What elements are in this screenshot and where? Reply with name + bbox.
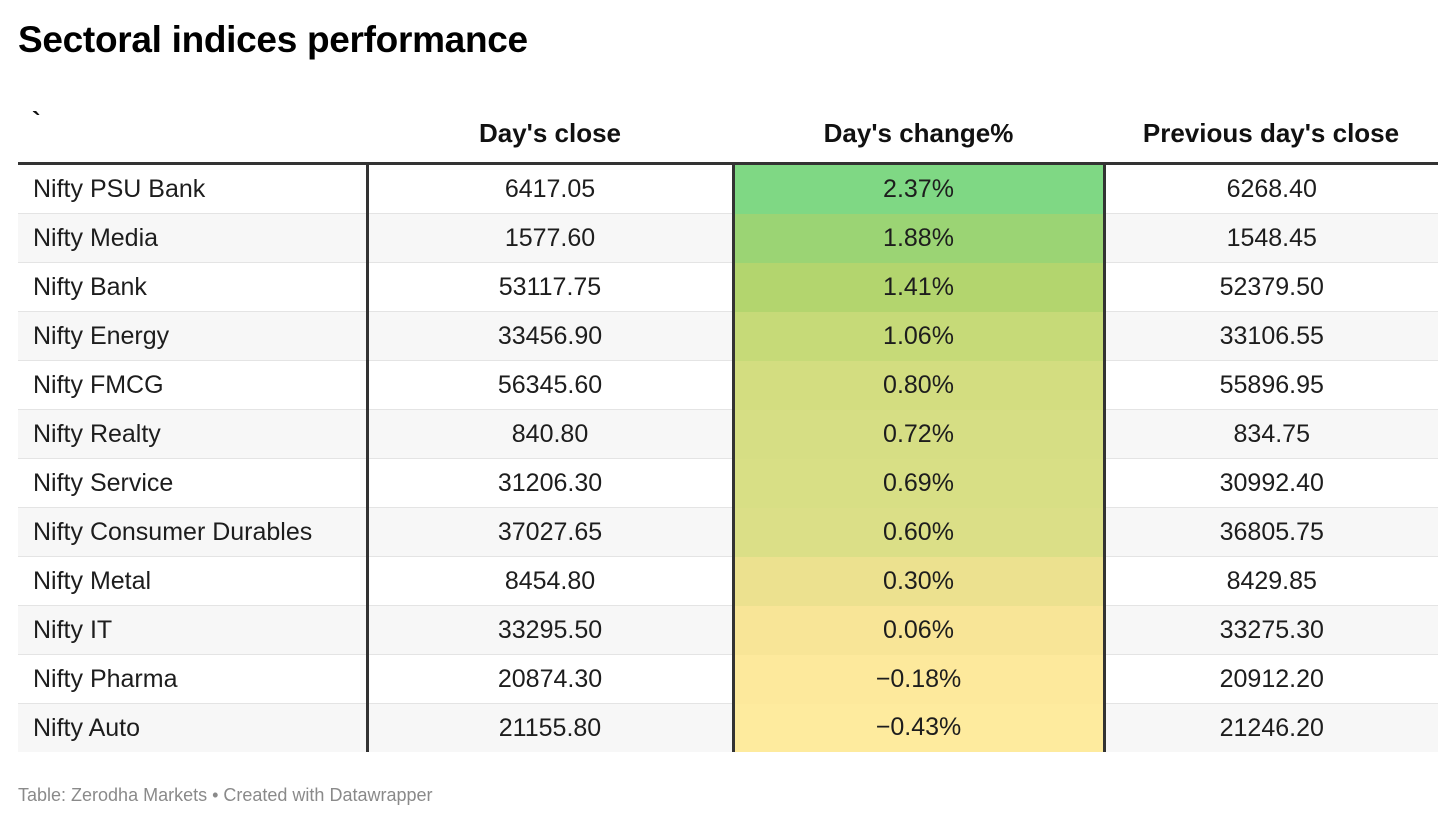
cell-prev-close: 33275.30 xyxy=(1104,605,1438,655)
cell-index-name: Nifty Pharma xyxy=(18,654,369,704)
cell-days-change: 0.72% xyxy=(733,409,1106,459)
table-row: Nifty FMCG 56345.60 0.80% 55896.95 xyxy=(18,360,1438,410)
cell-prev-close: 20912.20 xyxy=(1104,654,1438,704)
table-row: Nifty Pharma 20874.30 −0.18% 20912.20 xyxy=(18,654,1438,704)
cell-days-close: 8454.80 xyxy=(367,556,735,606)
cell-prev-close: 55896.95 xyxy=(1104,360,1438,410)
table-row: Nifty Service 31206.30 0.69% 30992.40 xyxy=(18,458,1438,508)
cell-prev-close: 30992.40 xyxy=(1104,458,1438,508)
cell-days-close: 56345.60 xyxy=(367,360,735,410)
cell-days-change: 2.37% xyxy=(733,163,1106,214)
table-row: Nifty Energy 33456.90 1.06% 33106.55 xyxy=(18,311,1438,361)
cell-index-name: Nifty FMCG xyxy=(18,360,369,410)
column-header-change[interactable]: Day's change% xyxy=(733,104,1104,165)
cell-prev-close: 834.75 xyxy=(1104,409,1438,459)
cell-days-close: 37027.65 xyxy=(367,507,735,557)
cell-days-close: 1577.60 xyxy=(367,213,735,263)
table-row: Nifty Metal 8454.80 0.30% 8429.85 xyxy=(18,556,1438,606)
cell-days-change: −0.18% xyxy=(733,654,1106,704)
cell-index-name: Nifty Media xyxy=(18,213,369,263)
table-row: Nifty PSU Bank 6417.05 2.37% 6268.40 xyxy=(18,163,1438,214)
table-body: Nifty PSU Bank 6417.05 2.37% 6268.40 Nifty M… xyxy=(18,163,1438,752)
cell-index-name: Nifty Consumer Durables xyxy=(18,507,369,557)
cell-days-close: 6417.05 xyxy=(367,163,735,214)
table-row: Nifty Realty 840.80 0.72% 834.75 xyxy=(18,409,1438,459)
table-row: Nifty Media 1577.60 1.88% 1548.45 xyxy=(18,213,1438,263)
cell-days-close: 33456.90 xyxy=(367,311,735,361)
cell-days-change: 0.06% xyxy=(733,605,1106,655)
cell-index-name: Nifty Realty xyxy=(18,409,369,459)
cell-days-close: 31206.30 xyxy=(367,458,735,508)
cell-index-name: Nifty Service xyxy=(18,458,369,508)
cell-prev-close: 36805.75 xyxy=(1104,507,1438,557)
cell-prev-close: 21246.20 xyxy=(1104,703,1438,752)
table-row: Nifty Bank 53117.75 1.41% 52379.50 xyxy=(18,262,1438,312)
cell-index-name: Nifty IT xyxy=(18,605,369,655)
table-row: Nifty IT 33295.50 0.06% 33275.30 xyxy=(18,605,1438,655)
cell-prev-close: 6268.40 xyxy=(1104,163,1438,214)
cell-days-close: 21155.80 xyxy=(367,703,735,752)
column-header-close[interactable]: Day's close xyxy=(367,104,733,165)
cell-days-change: 1.88% xyxy=(733,213,1106,263)
cell-days-close: 53117.75 xyxy=(367,262,735,312)
column-header-name[interactable]: ` xyxy=(18,104,367,165)
cell-days-close: 840.80 xyxy=(367,409,735,459)
cell-days-change: −0.43% xyxy=(733,703,1106,752)
table-row: Nifty Auto 21155.80 −0.43% 21246.20 xyxy=(18,703,1438,752)
cell-prev-close: 1548.45 xyxy=(1104,213,1438,263)
table-row: Nifty Consumer Durables 37027.65 0.60% 3680… xyxy=(18,507,1438,557)
cell-days-close: 33295.50 xyxy=(367,605,735,655)
cell-days-change: 0.60% xyxy=(733,507,1106,557)
cell-index-name: Nifty PSU Bank xyxy=(18,163,369,214)
sector-table: ` Day's close Day's change% Previous day… xyxy=(18,104,1438,752)
page-title: Sectoral indices performance xyxy=(18,19,528,60)
source-footer: Table: Zerodha Markets • Created with Da… xyxy=(18,785,433,805)
cell-prev-close: 33106.55 xyxy=(1104,311,1438,361)
cell-days-change: 0.69% xyxy=(733,458,1106,508)
cell-index-name: Nifty Auto xyxy=(18,703,369,752)
cell-prev-close: 52379.50 xyxy=(1104,262,1438,312)
cell-days-change: 0.30% xyxy=(733,556,1106,606)
cell-days-change: 1.41% xyxy=(733,262,1106,312)
column-header-prev-close[interactable]: Previous day's close xyxy=(1104,104,1438,165)
table-header: ` Day's close Day's change% Previous day… xyxy=(18,104,1438,165)
cell-index-name: Nifty Energy xyxy=(18,311,369,361)
cell-prev-close: 8429.85 xyxy=(1104,556,1438,606)
sector-table-container: ` Day's close Day's change% Previous day… xyxy=(18,104,1438,752)
cell-index-name: Nifty Bank xyxy=(18,262,369,312)
cell-days-close: 20874.30 xyxy=(367,654,735,704)
header-row: ` Day's close Day's change% Previous day… xyxy=(18,104,1438,165)
cell-days-change: 1.06% xyxy=(733,311,1106,361)
cell-index-name: Nifty Metal xyxy=(18,556,369,606)
cell-days-change: 0.80% xyxy=(733,360,1106,410)
